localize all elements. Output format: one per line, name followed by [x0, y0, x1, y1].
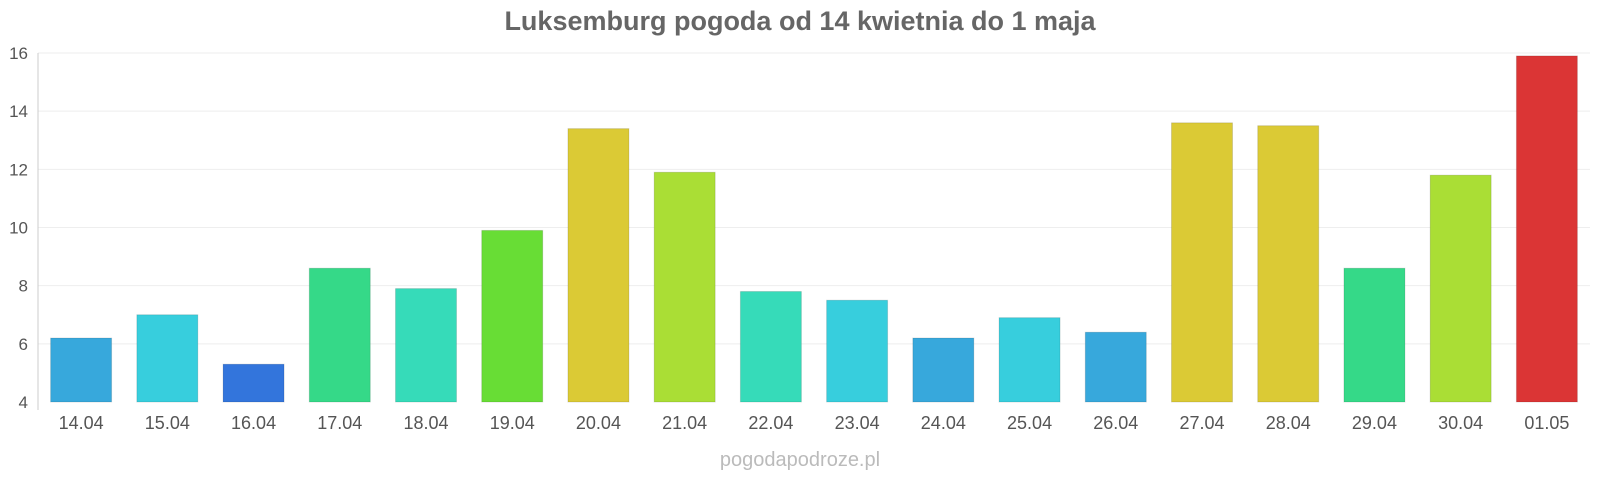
bar-01-05 — [1515, 55, 1578, 403]
bar-14-04 — [50, 337, 113, 403]
x-tick-label: 27.04 — [1179, 413, 1224, 433]
x-tick-label: 21.04 — [662, 413, 707, 433]
bar-22-04 — [739, 290, 802, 403]
x-tick-label: 22.04 — [748, 413, 793, 433]
bar-25-04 — [998, 317, 1061, 403]
bar-15-04 — [136, 314, 199, 403]
bar-26-04 — [1084, 331, 1147, 403]
x-tick-label: 24.04 — [921, 413, 966, 433]
y-tick-label: 6 — [19, 335, 28, 354]
bar-19-04 — [481, 229, 544, 403]
x-tick-label: 15.04 — [145, 413, 190, 433]
y-tick-label: 4 — [19, 393, 28, 412]
x-tick-label: 20.04 — [576, 413, 621, 433]
bar-16-04 — [222, 363, 285, 403]
bar-27-04 — [1171, 122, 1233, 403]
y-tick-label: 12 — [9, 160, 28, 179]
y-tick-label: 14 — [9, 102, 28, 121]
x-tick-label: 01.05 — [1524, 413, 1569, 433]
bar-17-04 — [308, 267, 371, 403]
bar-29-04 — [1343, 267, 1406, 403]
x-tick-label: 14.04 — [59, 413, 104, 433]
x-tick-label: 26.04 — [1093, 413, 1138, 433]
bar-30-04 — [1429, 174, 1492, 403]
watermark: pogodapodroze.pl — [719, 449, 881, 471]
bar-23-04 — [826, 299, 889, 403]
x-tick-label: 16.04 — [231, 413, 276, 433]
bar-28-04 — [1257, 125, 1320, 403]
x-tick-label: 23.04 — [835, 413, 880, 433]
x-tick-label: 19.04 — [490, 413, 535, 433]
y-tick-label: 8 — [19, 277, 28, 296]
bar-20-04 — [567, 128, 630, 403]
chart-title: Luksemburg pogoda od 14 kwietnia do 1 ma… — [504, 6, 1096, 36]
bar-21-04 — [653, 171, 716, 403]
y-tick-label: 10 — [9, 219, 28, 238]
bar-18-04 — [395, 288, 457, 403]
x-tick-label: 29.04 — [1352, 413, 1397, 433]
x-tick-label: 28.04 — [1266, 413, 1311, 433]
x-tick-label: 18.04 — [403, 413, 448, 433]
bar-24-04 — [912, 337, 975, 403]
x-tick-label: 25.04 — [1007, 413, 1052, 433]
x-tick-label: 30.04 — [1438, 413, 1483, 433]
x-tick-label: 17.04 — [317, 413, 362, 433]
y-tick-label: 16 — [9, 44, 28, 63]
